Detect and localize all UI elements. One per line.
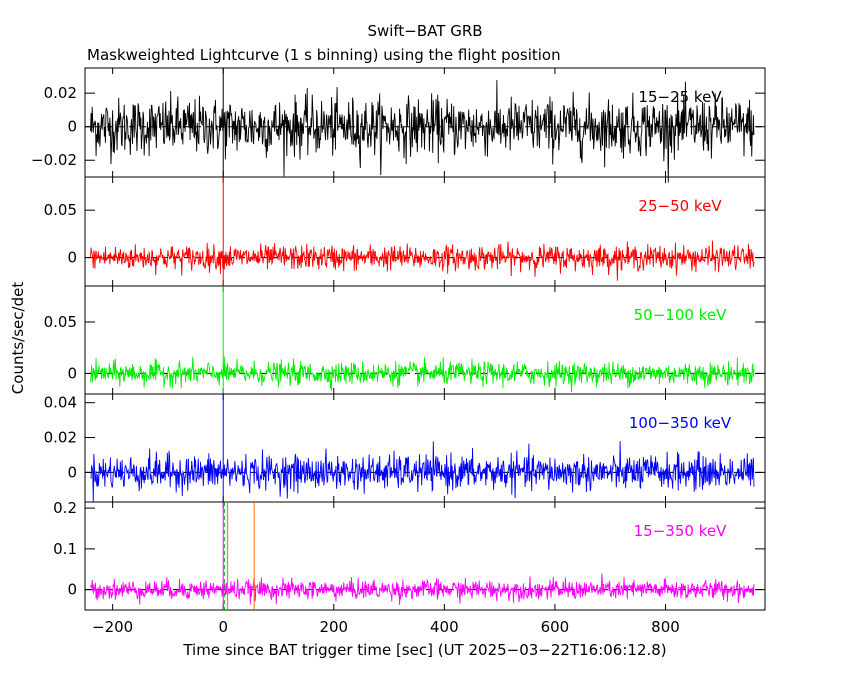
y-tick-label: 0 bbox=[67, 463, 77, 481]
x-tick-label: 200 bbox=[319, 618, 348, 636]
y-tick-label: 0.2 bbox=[53, 499, 77, 517]
band-label: 15−25 keV bbox=[638, 88, 722, 106]
chart-subtitle: Maskweighted Lightcurve (1 s binning) us… bbox=[87, 46, 561, 64]
y-tick-label: 0 bbox=[67, 118, 77, 136]
x-tick-label: 400 bbox=[430, 618, 459, 636]
lightcurve-series bbox=[90, 356, 755, 393]
y-tick-label: 0.1 bbox=[53, 540, 77, 558]
panels-group: −0.02 0 0.02 15−25 keV 0 0.05 25−50 keV 0 0.05 50… bbox=[31, 67, 766, 636]
y-tick-label: −0.02 bbox=[31, 151, 77, 169]
lightcurve-series bbox=[90, 573, 755, 605]
x-tick-label: 800 bbox=[651, 618, 680, 636]
y-tick-label: 0 bbox=[67, 581, 77, 599]
y-tick-label: 0.05 bbox=[44, 201, 77, 219]
x-axis-label: Time since BAT trigger time [sec] (UT 20… bbox=[182, 641, 666, 659]
x-tick-label: 0 bbox=[218, 618, 228, 636]
y-tick-label: 0 bbox=[67, 364, 77, 382]
band-label: 15−350 keV bbox=[634, 522, 727, 540]
x-tick-label: 600 bbox=[541, 618, 570, 636]
lightcurve-series bbox=[90, 441, 755, 502]
lightcurve-series bbox=[90, 240, 755, 281]
y-tick-label: 0.02 bbox=[44, 429, 77, 447]
y-tick-label: 0 bbox=[67, 249, 77, 267]
band-label: 50−100 keV bbox=[634, 306, 727, 324]
lightcurve-series bbox=[90, 80, 755, 183]
chart-title: Swift−BAT GRB bbox=[367, 22, 482, 40]
panel-frame bbox=[84, 176, 766, 287]
x-tick-label: −200 bbox=[92, 618, 133, 636]
y-tick-label: 0.04 bbox=[44, 394, 77, 412]
band-label: 100−350 keV bbox=[629, 414, 732, 432]
panel-frame bbox=[84, 501, 766, 611]
y-axis-label: Counts/sec/det bbox=[9, 282, 27, 395]
y-tick-label: 0.05 bbox=[44, 313, 77, 331]
panel-frame bbox=[84, 393, 766, 503]
band-label: 25−50 keV bbox=[638, 197, 722, 215]
y-tick-label: 0.02 bbox=[44, 84, 77, 102]
